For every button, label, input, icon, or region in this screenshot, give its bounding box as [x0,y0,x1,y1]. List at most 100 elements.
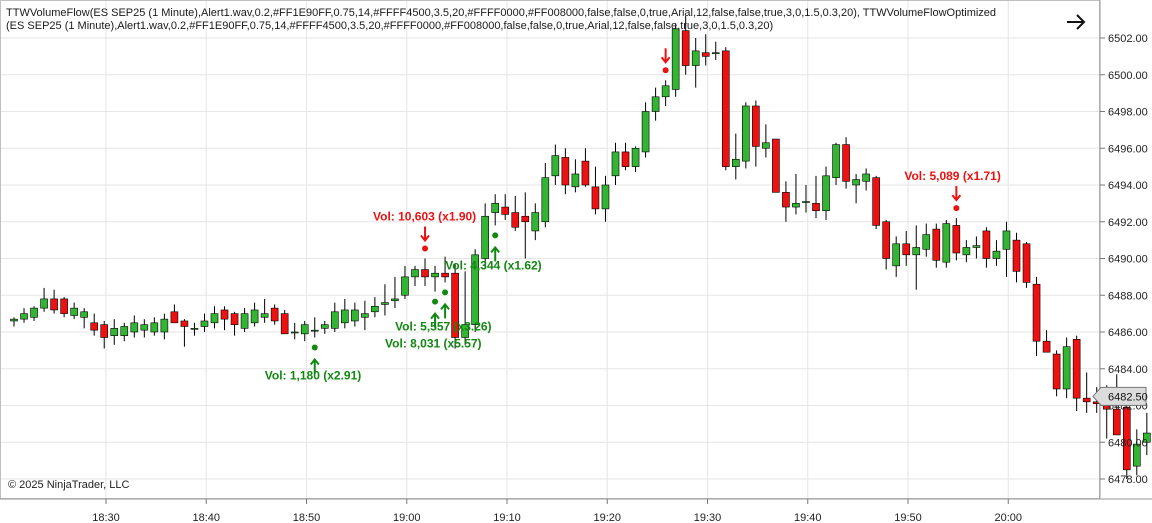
candle-body [1002,230,1011,250]
candle-body [190,328,199,330]
signal-up: Vol: 5,557 (x3.26) [395,289,492,333]
x-tick-label: 18:40 [192,512,220,523]
candle-body [1072,339,1081,399]
candle [852,173,860,204]
last-price-label: 6482.50 [1108,391,1148,403]
candle-body [812,203,820,212]
candle-body [952,225,961,254]
last-price-marker: 6482.50 [1092,386,1148,406]
candle [1082,372,1091,413]
candle [822,166,830,220]
signal-label: Vol: 1,180 (x2.91) [265,369,362,383]
candle [942,219,951,268]
y-tick-label: 6492.00 [1108,217,1148,229]
candle [120,322,129,342]
candle [872,175,880,230]
candle [210,306,219,329]
y-tick-label: 6494.00 [1108,180,1148,192]
candle-body [70,307,78,316]
arrow-up-head [440,302,450,311]
candle [300,320,309,342]
candle [752,100,760,167]
candle [1012,232,1021,283]
candle-body [822,175,830,212]
grid-lines [0,0,1100,499]
candle [601,175,610,222]
candle-body [280,313,289,335]
time-axis: 18:30 18:40 18:50 19:00 19:10 19:20 19:30 19:40… [92,499,1022,523]
signal-dot [311,344,318,351]
signal-dot [442,289,449,296]
y-tick-label: 6484.00 [1108,364,1148,376]
candle-body [250,309,259,324]
candle [150,317,159,336]
candle-body [591,186,600,210]
candle [591,166,600,215]
candle [220,306,229,331]
candle-body [581,160,590,186]
candle [110,319,119,345]
candle-body [1022,243,1031,283]
candle [511,196,520,231]
candle-body [230,313,239,325]
candle [170,304,179,324]
candle [160,313,169,340]
candle [631,146,640,173]
candle-body [742,105,750,162]
copyright-text: © 2025 NinjaTrader, LLC [8,479,130,491]
y-tick-label: 6480.00 [1108,437,1148,449]
candle [431,265,439,292]
candle-body [802,201,810,203]
candle-body [1032,283,1041,342]
candle-body [541,177,550,223]
arrow-up-head [430,311,440,320]
y-tick-label: 6498.00 [1108,107,1148,119]
candle-body [832,144,840,178]
candle [50,289,58,314]
signal-down [660,48,671,74]
candle [290,322,299,340]
arrow-down-head [420,234,430,243]
candle [892,236,901,277]
candle [581,148,590,187]
candle-body [170,311,179,324]
candle [932,223,941,268]
candle-body [381,302,389,305]
candle-body [691,50,700,66]
signal-up: Vol: 4,344 (x1.62) [445,232,542,272]
signal-up: Vol: 1,180 (x2.91) [265,344,362,383]
candle [772,138,780,193]
candle-body [611,151,620,177]
candle-body [752,105,760,147]
arrow-right-icon[interactable] [1062,8,1090,36]
candle [972,236,981,259]
candle-body [220,309,229,320]
candle [80,308,88,329]
candle-body [481,215,489,259]
candle [70,302,78,320]
candle-body [100,324,109,338]
candle [90,313,98,336]
candle-body [772,138,780,193]
candle-body [792,203,800,208]
candle [230,311,239,336]
candle [451,264,459,349]
candle-body [10,318,18,322]
candle-body [721,50,730,167]
candle [1032,276,1041,356]
candle [531,203,540,241]
arrow-down-head [660,56,671,64]
signal-down: Vol: 5,089 (x1.71) [904,169,1001,212]
candle [912,225,921,290]
candle [351,302,359,327]
candle-body [521,215,530,223]
candle-body [902,243,911,256]
x-tick-label: 19:30 [694,512,722,523]
candle [280,309,289,335]
candle-body [762,142,770,149]
candle-body [992,250,1001,259]
candle [1042,330,1051,353]
candle [952,218,961,261]
candle [260,298,269,323]
